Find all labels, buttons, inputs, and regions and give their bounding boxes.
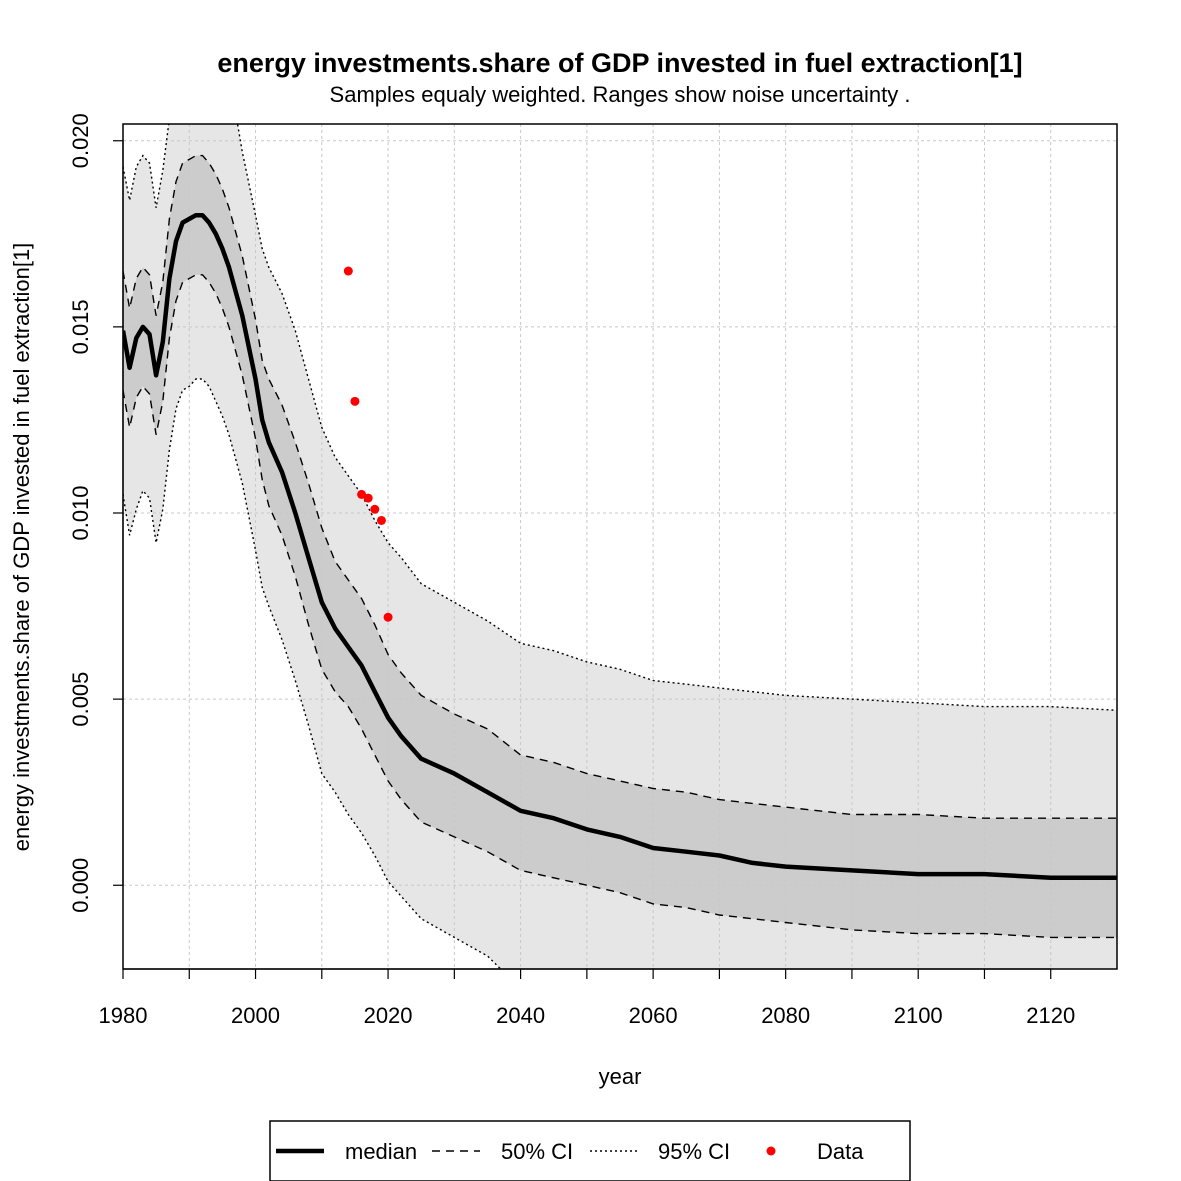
x-tick-label: 2020 xyxy=(364,1003,413,1028)
plot-clip-group xyxy=(123,124,1117,969)
y-tick-label: 0.010 xyxy=(68,485,93,540)
data-point xyxy=(376,515,386,525)
x-tick-label: 2040 xyxy=(496,1003,545,1028)
data-point xyxy=(350,396,360,406)
line-95ci-lower xyxy=(123,378,502,969)
x-tick-label: 2120 xyxy=(1026,1003,1075,1028)
legend-50ci-label: 50% CI xyxy=(501,1139,573,1164)
legend: median 50% CI 95% CI Data xyxy=(269,1120,911,1181)
y-tick-label: 0.020 xyxy=(68,113,93,168)
data-point xyxy=(363,493,373,503)
axes: 1980 2000 2020 2040 2060 2080 2100 2120 0.000 0.0… xyxy=(68,113,1118,1028)
chart-title: energy investments.share of GDP invested… xyxy=(217,48,1022,78)
y-axis-label: energy investments.share of GDP invested… xyxy=(9,243,34,852)
x-tick-label: 2060 xyxy=(629,1003,678,1028)
band-95ci xyxy=(123,124,1117,969)
x-tick-label: 2080 xyxy=(761,1003,810,1028)
y-tick-label: 0.000 xyxy=(68,858,93,913)
line-median xyxy=(123,212,1117,881)
x-tick-label: 1980 xyxy=(99,1003,148,1028)
line-50ci-lower xyxy=(123,274,1117,939)
x-tick-label: 2000 xyxy=(231,1003,280,1028)
data-point xyxy=(343,266,353,276)
data-point xyxy=(370,504,380,514)
line-50ci-upper xyxy=(123,154,1117,819)
legend-data-label: Data xyxy=(817,1139,864,1164)
data-point xyxy=(357,489,367,499)
data-point xyxy=(383,612,393,622)
legend-data-swatch xyxy=(766,1146,776,1156)
chart-subtitle: Samples equaly weighted. Ranges show noi… xyxy=(330,82,911,107)
y-tick-label: 0.005 xyxy=(68,672,93,727)
x-axis-label: year xyxy=(599,1064,642,1089)
y-tick-label: 0.015 xyxy=(68,299,93,354)
legend-95ci-label: 95% CI xyxy=(658,1139,730,1164)
band-50ci xyxy=(123,155,1117,938)
x-tick-label: 2100 xyxy=(894,1003,943,1028)
legend-median-label: median xyxy=(345,1139,417,1164)
plot-area xyxy=(123,124,1117,969)
